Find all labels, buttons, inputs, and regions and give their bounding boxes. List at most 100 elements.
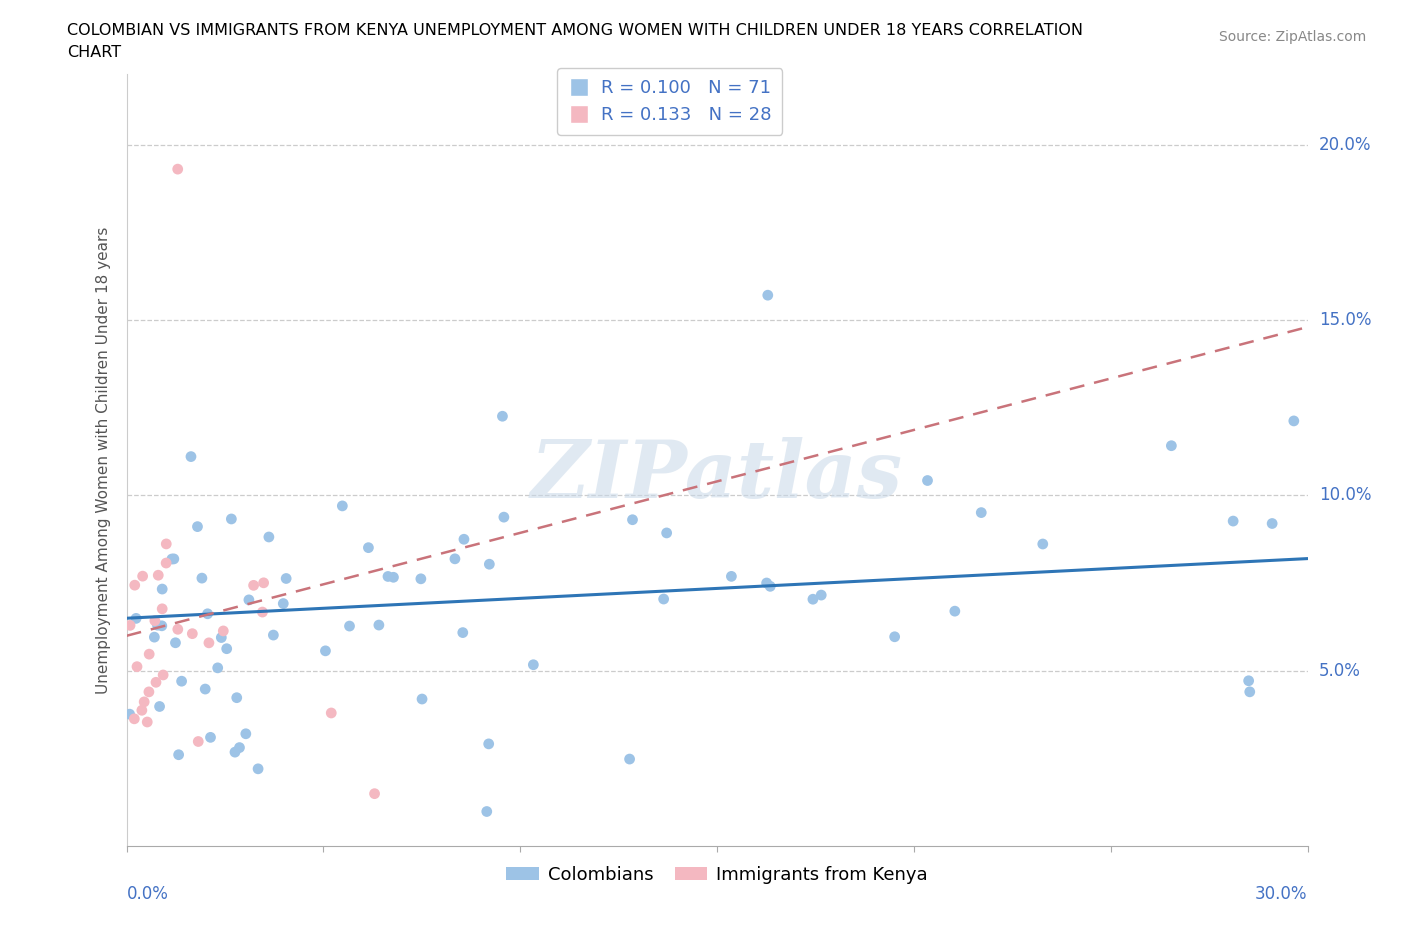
Point xyxy=(720,569,742,584)
Point xyxy=(801,591,824,606)
Point xyxy=(124,711,146,726)
Text: 20.0%: 20.0% xyxy=(1319,136,1371,153)
Point xyxy=(1237,673,1260,688)
Point xyxy=(883,630,905,644)
Point xyxy=(321,706,343,721)
Point xyxy=(1239,684,1261,699)
Point xyxy=(1032,537,1054,551)
Point xyxy=(451,625,474,640)
Point xyxy=(382,570,405,585)
Point xyxy=(152,668,174,683)
Point xyxy=(257,529,280,544)
Point xyxy=(138,646,160,661)
Text: CHART: CHART xyxy=(67,45,121,60)
Point xyxy=(150,602,173,617)
Point xyxy=(143,630,166,644)
Point xyxy=(150,618,173,633)
Point xyxy=(163,551,186,566)
Point xyxy=(228,740,250,755)
Text: Source: ZipAtlas.com: Source: ZipAtlas.com xyxy=(1219,30,1367,44)
Point xyxy=(197,606,219,621)
Point xyxy=(138,684,160,699)
Point xyxy=(198,635,221,650)
Point xyxy=(444,551,467,566)
Point xyxy=(756,287,779,302)
Point xyxy=(271,596,294,611)
Point xyxy=(330,498,353,513)
Text: COLOMBIAN VS IMMIGRANTS FROM KENYA UNEMPLOYMENT AMONG WOMEN WITH CHILDREN UNDER : COLOMBIAN VS IMMIGRANTS FROM KENYA UNEMP… xyxy=(67,23,1084,38)
Point xyxy=(200,730,222,745)
Point xyxy=(314,644,336,658)
Point xyxy=(242,578,264,592)
Point xyxy=(224,745,246,760)
Point xyxy=(209,631,232,645)
Text: ZIPatlas: ZIPatlas xyxy=(531,437,903,514)
Point xyxy=(155,537,177,551)
Point xyxy=(276,571,298,586)
Point xyxy=(136,714,159,729)
Point xyxy=(522,658,544,672)
Point xyxy=(363,786,385,801)
Point xyxy=(207,660,229,675)
Point xyxy=(167,748,190,763)
Point xyxy=(475,804,498,819)
Point xyxy=(194,682,217,697)
Point xyxy=(1160,438,1182,453)
Text: 15.0%: 15.0% xyxy=(1319,311,1371,329)
Point xyxy=(491,409,513,424)
Point xyxy=(124,578,146,592)
Point xyxy=(225,690,247,705)
Point xyxy=(191,571,214,586)
Point xyxy=(970,505,993,520)
Point xyxy=(409,571,432,586)
Point xyxy=(180,449,202,464)
Point xyxy=(621,512,644,527)
Point xyxy=(917,473,939,488)
Text: 5.0%: 5.0% xyxy=(1319,662,1361,680)
Point xyxy=(810,588,832,603)
Point xyxy=(212,623,235,638)
Point xyxy=(146,618,169,632)
Point xyxy=(619,751,641,766)
Point xyxy=(150,581,173,596)
Point xyxy=(166,622,188,637)
Point xyxy=(652,591,675,606)
Point xyxy=(134,695,156,710)
Point xyxy=(262,628,284,643)
Point xyxy=(148,699,170,714)
Point xyxy=(755,576,778,591)
Text: 0.0%: 0.0% xyxy=(127,885,169,903)
Point xyxy=(377,569,399,584)
Point xyxy=(221,512,243,526)
Point xyxy=(148,568,170,583)
Point xyxy=(118,707,141,722)
Point xyxy=(1222,513,1244,528)
Point xyxy=(357,540,380,555)
Point xyxy=(238,592,260,607)
Point xyxy=(247,762,270,777)
Point xyxy=(166,162,188,177)
Point xyxy=(187,734,209,749)
Point xyxy=(411,692,433,707)
Text: 30.0%: 30.0% xyxy=(1256,885,1308,903)
Point xyxy=(155,555,177,570)
Point xyxy=(131,703,153,718)
Text: 10.0%: 10.0% xyxy=(1319,486,1371,504)
Point xyxy=(252,604,274,619)
Point xyxy=(1282,414,1305,429)
Point xyxy=(655,525,678,540)
Y-axis label: Unemployment Among Women with Children Under 18 years: Unemployment Among Women with Children U… xyxy=(96,227,111,694)
Point xyxy=(118,618,141,632)
Point xyxy=(131,569,153,584)
Point xyxy=(165,635,187,650)
Point xyxy=(143,613,166,628)
Point xyxy=(367,618,389,632)
Point xyxy=(492,510,515,525)
Point xyxy=(253,576,276,591)
Point xyxy=(160,551,183,566)
Point xyxy=(1261,516,1284,531)
Point xyxy=(186,519,208,534)
Point xyxy=(235,726,257,741)
Point xyxy=(125,659,148,674)
Point xyxy=(943,604,966,618)
